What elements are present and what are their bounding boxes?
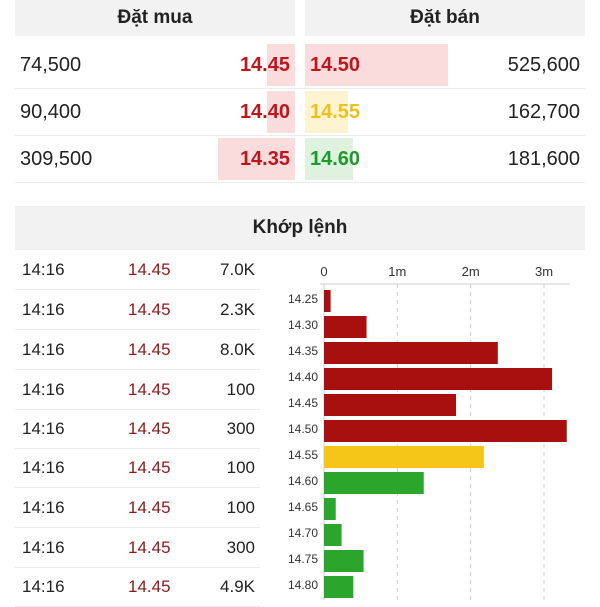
volume-bar	[324, 498, 336, 520]
trade-row: 14:16 14.45 100	[15, 488, 260, 528]
buy-depth-bar	[266, 91, 295, 133]
y-tick-label: 14.25	[288, 292, 318, 306]
orderbook-row: 90,400 14.40 14.55 162,700	[15, 89, 585, 136]
trade-price: 14.45	[128, 380, 171, 399]
trade-volume: 100	[226, 458, 255, 477]
buy-price[interactable]: 14.45	[239, 54, 290, 76]
trade-time: 14:16	[22, 538, 65, 557]
trade-price: 14.45	[128, 538, 171, 557]
trade-price: 14.45	[128, 498, 171, 517]
trade-row: 14:16 14.45 8.0K	[15, 330, 260, 370]
y-tick-label: 14.60	[288, 474, 318, 488]
sell-volume: 525,600	[507, 54, 580, 76]
sell-price[interactable]: 14.55	[310, 101, 361, 123]
volume-bar	[324, 316, 367, 338]
trade-time: 14:16	[22, 300, 65, 319]
trade-price: 14.45	[128, 260, 171, 279]
volume-bar	[324, 550, 364, 572]
volume-bar	[324, 342, 498, 364]
buy-depth-bar	[266, 44, 295, 86]
volume-bar	[324, 420, 567, 442]
trade-row: 14:16 14.45 100	[15, 448, 260, 488]
trade-row: 14:16 14.45 7.0K	[15, 250, 260, 290]
trade-row: 14:16 14.45 300	[15, 409, 260, 449]
trade-price: 14.45	[128, 300, 171, 319]
sell-volume: 162,700	[507, 101, 580, 123]
volume-bar	[324, 524, 342, 546]
trade-time: 14:16	[22, 498, 65, 517]
trade-time: 14:16	[22, 419, 65, 438]
trade-row: 14:16 14.45 300	[15, 528, 260, 568]
x-tick-label: 1m	[388, 264, 406, 279]
trade-time: 14:16	[22, 380, 65, 399]
buy-price[interactable]: 14.35	[239, 148, 290, 170]
buy-depth-bar	[218, 138, 295, 180]
trade-row: 14:16 14.45 2.3K	[15, 290, 260, 330]
volume-bar	[324, 368, 553, 390]
trade-price: 14.45	[128, 419, 171, 438]
trade-volume: 100	[226, 498, 255, 517]
y-tick-label: 14.40	[288, 370, 318, 384]
sell-price[interactable]: 14.60	[310, 148, 361, 170]
sell-depth-bar	[305, 91, 348, 133]
trade-price: 14.45	[128, 577, 171, 596]
trade-volume: 100	[226, 380, 255, 399]
trade-price: 14.45	[128, 458, 171, 477]
buy-volume: 90,400	[20, 101, 82, 123]
volume-bar	[324, 394, 456, 416]
trade-volume: 2.3K	[220, 300, 255, 319]
volume-bar	[324, 446, 484, 468]
trade-time: 14:16	[22, 260, 65, 279]
y-tick-label: 14.30	[288, 318, 318, 332]
y-tick-label: 14.80	[288, 578, 318, 592]
y-tick-label: 14.50	[288, 422, 318, 436]
buy-header: Đặt mua	[15, 0, 295, 36]
sell-depth-bar	[305, 138, 354, 180]
trade-volume: 8.0K	[220, 340, 255, 359]
x-tick-label: 2m	[462, 264, 480, 279]
trade-price: 14.45	[128, 340, 171, 359]
y-tick-label: 14.45	[288, 396, 318, 410]
trade-row: 14:16 14.45 4.9K	[15, 567, 260, 607]
volume-bar	[324, 472, 424, 494]
buy-price[interactable]: 14.40	[239, 101, 290, 123]
x-tick-label: 0	[320, 264, 327, 279]
trade-volume: 300	[226, 538, 255, 557]
trade-volume: 300	[226, 419, 255, 438]
trade-time: 14:16	[22, 458, 65, 477]
sell-price[interactable]: 14.50	[310, 54, 361, 76]
trade-volume: 4.9K	[220, 577, 255, 596]
volume-by-price-chart: 0 1m 2m 3m 14.25 14.30 14.35 14.40 14.45 14.50 14.…	[288, 264, 570, 600]
matched-title: Khớp lệnh	[252, 217, 348, 238]
sell-depth-bar	[305, 44, 448, 86]
y-tick-label: 14.75	[288, 552, 318, 566]
sell-volume: 181,600	[507, 148, 580, 170]
sell-title: Đặt bán	[410, 7, 480, 28]
trade-time: 14:16	[22, 340, 65, 359]
sell-header: Đặt bán	[305, 0, 585, 36]
y-tick-label: 14.65	[288, 500, 318, 514]
buy-volume: 309,500	[20, 148, 93, 170]
trade-volume: 7.0K	[220, 260, 255, 279]
y-tick-label: 14.70	[288, 526, 318, 540]
y-tick-label: 14.55	[288, 448, 318, 462]
buy-volume: 74,500	[20, 54, 82, 76]
trade-time: 14:16	[22, 577, 65, 596]
orderbook-row: 74,500 14.45 14.50 525,600	[15, 42, 585, 89]
orderbook-row: 309,500 14.35 14.60 181,600	[15, 136, 585, 183]
trade-row: 14:16 14.45 100	[15, 370, 260, 410]
matched-header: Khớp lệnh	[15, 206, 585, 250]
volume-bar	[324, 576, 354, 598]
y-tick-label: 14.35	[288, 344, 318, 358]
x-tick-label: 3m	[535, 264, 553, 279]
buy-title: Đặt mua	[117, 7, 193, 28]
volume-bar	[324, 290, 331, 312]
